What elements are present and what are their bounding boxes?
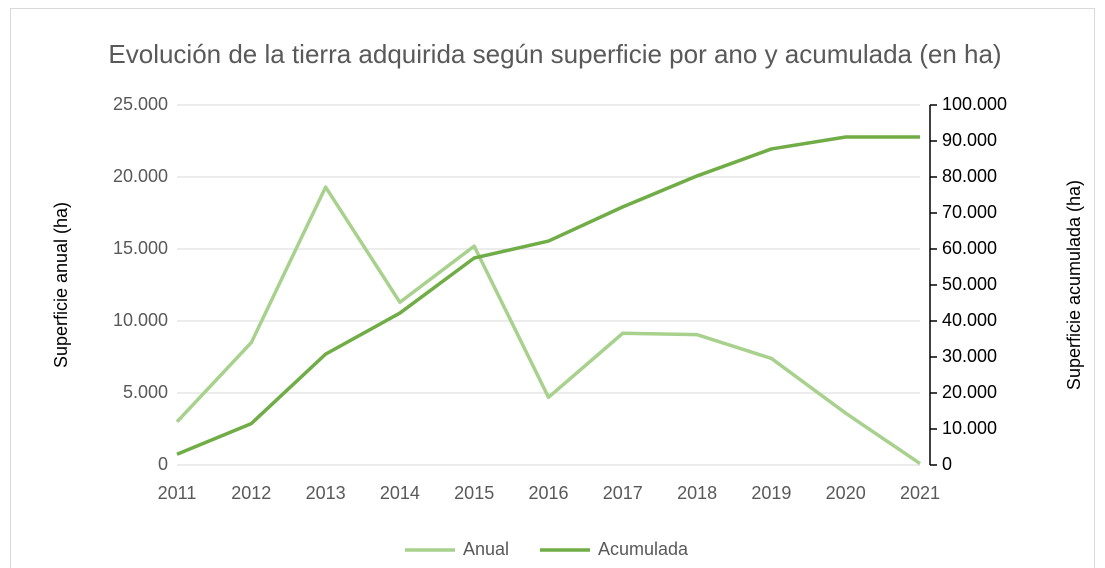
y2-tick-label: 40.000 (942, 310, 997, 330)
legend-label: Anual (463, 539, 509, 559)
y-axis-label: Superficie anual (ha) (51, 202, 71, 368)
x-tick-label: 2012 (231, 483, 271, 503)
y2-axis-label: Superficie acumulada (ha) (1064, 180, 1084, 390)
x-tick-label: 2018 (677, 483, 717, 503)
x-tick-label: 2016 (528, 483, 568, 503)
y-tick-label: 5.000 (123, 382, 168, 402)
x-tick-label: 2019 (751, 483, 791, 503)
y2-tick-label: 30.000 (942, 346, 997, 366)
x-tick-label: 2017 (603, 483, 643, 503)
line-series (176, 135, 920, 456)
y2-tick-label: 50.000 (942, 274, 997, 294)
x-tick-label: 2014 (380, 483, 420, 503)
y2-tick-label: 0 (942, 454, 952, 474)
y2-tick-label: 10.000 (942, 418, 997, 438)
y2-tick-label: 80.000 (942, 166, 997, 186)
x-tick-label: 2021 (900, 483, 940, 503)
y2-tick-label: 20.000 (942, 382, 997, 402)
y-tick-label: 25.000 (113, 94, 168, 114)
x-tick-label: 2020 (826, 483, 866, 503)
line-series (175, 185, 921, 466)
y-tick-label: 20.000 (113, 166, 168, 186)
y-tick-label: 15.000 (113, 238, 168, 258)
x-tick-label: 2015 (454, 483, 494, 503)
y2-tick-label: 70.000 (942, 202, 997, 222)
y2-tick-label: 90.000 (942, 130, 997, 150)
y2-tick-label: 60.000 (942, 238, 997, 258)
x-tick-label: 2013 (306, 483, 346, 503)
chart-title: Evolución de la tierra adquirida según s… (108, 39, 1001, 69)
y-tick-label: 10.000 (113, 310, 168, 330)
y2-tick-label: 100.000 (942, 94, 1007, 114)
x-tick-label: 2011 (158, 483, 197, 503)
legend-label: Acumulada (598, 539, 689, 559)
chart-border (10, 8, 1095, 568)
y-tick-label: 0 (158, 454, 168, 474)
